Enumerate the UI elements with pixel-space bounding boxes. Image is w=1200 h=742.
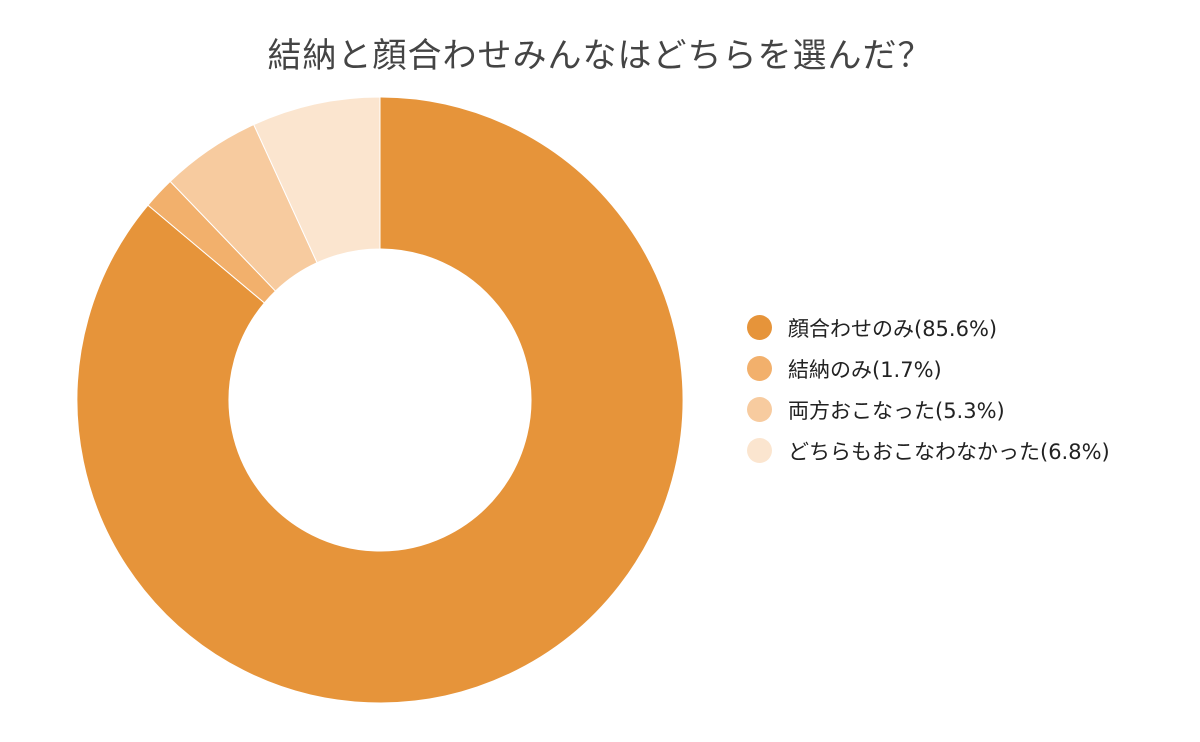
donut-slice[interactable] — [76, 96, 684, 704]
legend-label: 両方おこなった(5.3%) — [788, 398, 1005, 423]
chart-title: 結納と顔合わせみんなはどちらを選んだ？ — [267, 36, 933, 76]
legend-label: どちらもおこなわなかった(6.8%) — [788, 439, 1110, 464]
donut-slice[interactable] — [253, 96, 381, 264]
legend-swatch — [747, 438, 772, 463]
legend-item[interactable]: 結納のみ(1.7%) — [747, 348, 1110, 389]
legend-item[interactable]: 両方おこなった(5.3%) — [747, 389, 1110, 430]
legend-swatch — [747, 315, 772, 340]
legend-label: 顔合わせのみ(85.6%) — [788, 316, 998, 341]
legend-swatch — [747, 397, 772, 422]
legend-label: 結納のみ(1.7%) — [788, 357, 942, 382]
legend-swatch — [747, 356, 772, 381]
legend: 顔合わせのみ(85.6%) 結納のみ(1.7%) 両方おこなった(5.3%) ど… — [747, 307, 1110, 471]
legend-item[interactable]: 顔合わせのみ(85.6%) — [747, 307, 1110, 348]
legend-item[interactable]: どちらもおこなわなかった(6.8%) — [747, 430, 1110, 471]
